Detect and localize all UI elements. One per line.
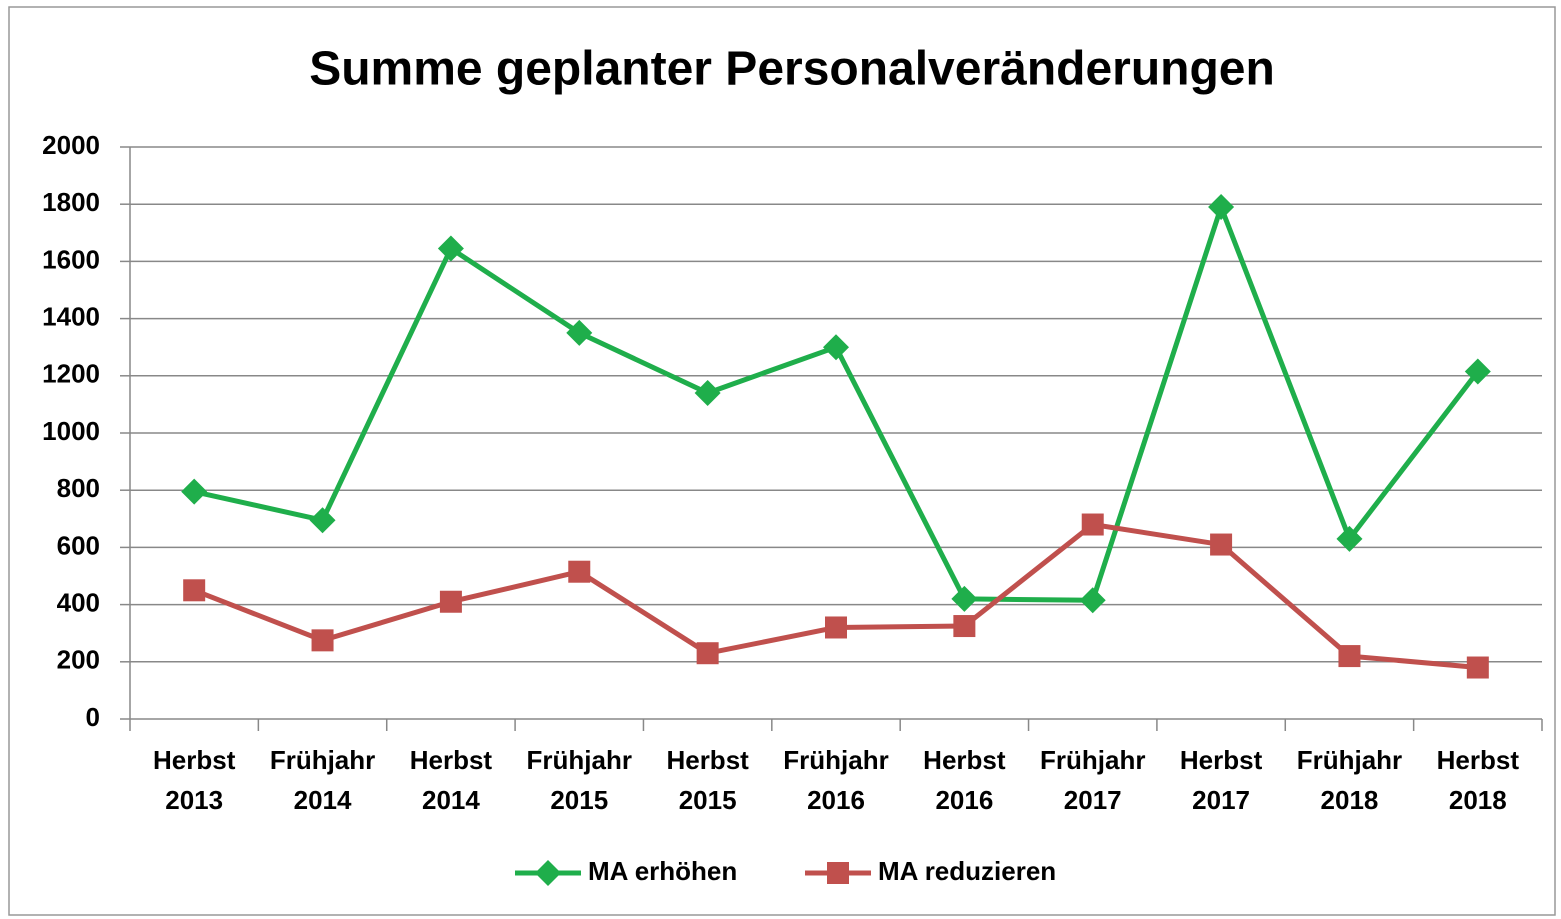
x-tick-label: Herbst 2016	[923, 745, 1006, 815]
x-tick-label: Herbst 2015	[666, 745, 749, 815]
x-tick-label: Herbst 2017	[1180, 745, 1263, 815]
chart-title: Summe geplanter Personalveränderungen	[309, 43, 1275, 96]
x-tick-label: Herbst 2014	[410, 745, 493, 815]
x-tick-label: Frühjahr 2014	[270, 745, 375, 815]
legend-marker	[827, 862, 849, 884]
data-point	[1338, 645, 1361, 668]
data-point	[1464, 358, 1491, 385]
data-point	[1081, 513, 1104, 536]
y-tick-label: 1800	[42, 187, 100, 217]
x-tick-label: Frühjahr 2016	[783, 745, 888, 815]
data-point	[309, 507, 336, 534]
x-tick-label: Herbst 2013	[153, 745, 236, 815]
y-tick-label: 800	[57, 473, 100, 503]
data-point	[181, 478, 208, 505]
data-point	[953, 615, 976, 638]
legend-label: MA reduzieren	[878, 856, 1056, 886]
data-point	[437, 235, 464, 262]
y-tick-label: 1200	[42, 359, 100, 389]
data-point	[1208, 194, 1235, 221]
y-tick-label: 200	[57, 645, 100, 675]
data-point	[439, 590, 462, 613]
y-tick-label: 1600	[42, 244, 100, 274]
data-point	[183, 579, 206, 602]
data-point	[825, 616, 847, 639]
data-point	[1210, 533, 1233, 556]
y-tick-label: 400	[57, 587, 100, 617]
legend-label: MA erhöhen	[588, 856, 737, 886]
data-point	[1466, 656, 1489, 679]
x-tick-label: Frühjahr 2017	[1040, 745, 1145, 815]
data-point	[311, 629, 334, 652]
data-point	[1336, 525, 1363, 552]
x-tick-label: Frühjahr 2018	[1297, 745, 1402, 815]
data-point	[696, 642, 719, 665]
data-point	[951, 585, 978, 612]
legend-marker	[535, 860, 561, 886]
y-tick-label: 1000	[42, 416, 100, 446]
data-point	[566, 319, 593, 346]
data-point	[694, 379, 721, 406]
x-tick-label: Herbst 2018	[1437, 745, 1520, 815]
chart-frame	[8, 6, 1556, 916]
data-point	[1079, 587, 1106, 614]
y-tick-label: 2000	[42, 130, 100, 160]
data-point	[568, 560, 591, 583]
data-point	[823, 334, 849, 361]
y-tick-label: 0	[86, 702, 100, 732]
y-tick-label: 1400	[42, 301, 100, 331]
x-tick-label: Frühjahr 2015	[527, 745, 632, 815]
y-tick-label: 600	[57, 530, 100, 560]
